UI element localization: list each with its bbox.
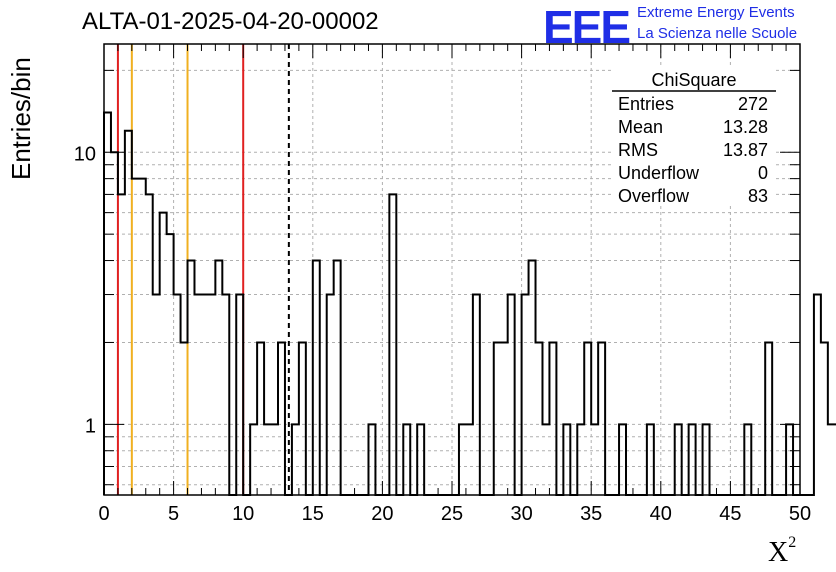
stats-label: Underflow — [618, 163, 700, 183]
stats-label: RMS — [618, 140, 658, 160]
x-axis-label: X2 — [768, 534, 797, 568]
x-tick-label: 5 — [168, 503, 179, 525]
x-tick-label: 45 — [719, 503, 741, 525]
stats-value: 13.28 — [723, 117, 768, 137]
stats-label: Entries — [618, 94, 674, 114]
x-tick-label: 20 — [371, 503, 393, 525]
x-tick-label: 40 — [650, 503, 672, 525]
chart-title: ALTA-01-2025-04-20-00002 — [82, 8, 379, 35]
x-tick-label: 10 — [232, 503, 254, 525]
stats-value: 272 — [738, 94, 768, 114]
logo-line-1: Extreme Energy Events — [637, 4, 795, 21]
stats-value: 0 — [758, 163, 768, 183]
y-tick-label: 10 — [74, 143, 96, 165]
stats-label: Mean — [618, 117, 663, 137]
logo-line-2: La Scienza nelle Scuole — [637, 25, 798, 42]
x-tick-label: 35 — [580, 503, 602, 525]
x-tick-label: 25 — [441, 503, 463, 525]
x-tick-label: 50 — [789, 503, 811, 525]
y-tick-label: 1 — [85, 415, 96, 437]
stats-label: Overflow — [618, 186, 690, 206]
stats-value: 13.87 — [723, 140, 768, 160]
stats-box-bg — [612, 66, 776, 205]
stats-value: 83 — [748, 186, 768, 206]
x-tick-label: 0 — [98, 503, 109, 525]
stats-box-title: ChiSquare — [651, 70, 736, 90]
x-tick-label: 15 — [302, 503, 324, 525]
x-tick-label: 30 — [510, 503, 532, 525]
